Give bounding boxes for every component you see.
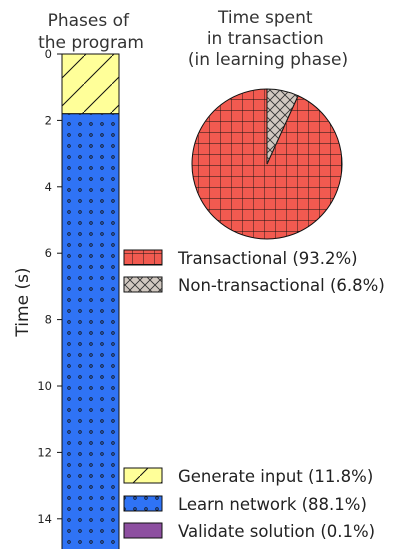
legend-label: Transactional (93.2%) <box>177 249 358 268</box>
y-tick-label: 14 <box>37 512 52 526</box>
legend-swatch <box>123 522 163 539</box>
bar-chart-title: Phases of the program <box>38 11 144 53</box>
y-tick-label: 6 <box>45 246 52 260</box>
pie-hatch-1 <box>267 89 299 164</box>
bar-legend: Generate input (11.8%) Learn network (88.… <box>123 467 375 541</box>
bar-hatch-1 <box>62 113 119 549</box>
legend-label: Learn network (88.1%) <box>178 495 367 514</box>
legend-swatch-hatch <box>124 468 162 483</box>
y-tick-label: 8 <box>45 313 52 327</box>
legend-swatch-hatch <box>124 496 162 511</box>
y-tick-label: 0 <box>45 47 52 61</box>
bar-hatch-0 <box>62 54 119 114</box>
y-tick-label: 4 <box>45 180 52 194</box>
legend-label: Validate solution (0.1%) <box>178 522 375 541</box>
legend-swatch-hatch <box>124 250 162 265</box>
stacked-bar <box>61 53 120 549</box>
pie-chart-title: Time spent in transaction (in learning p… <box>188 8 348 70</box>
y-tick-label: 2 <box>45 113 52 127</box>
pie-legend: Transactional (93.2%) Non-transactional (… <box>123 249 385 295</box>
y-tick-label: 10 <box>37 379 52 393</box>
y-tick-label: 12 <box>37 445 52 459</box>
y-axis: 0 2 4 6 8 10 12 14 <box>37 47 63 549</box>
legend-swatch-hatch <box>124 277 162 292</box>
legend-label: Non-transactional (6.8%) <box>178 276 385 295</box>
legend-label: Generate input (11.8%) <box>178 467 373 486</box>
pie <box>191 88 343 240</box>
y-axis-label: Time (s) <box>13 267 33 337</box>
